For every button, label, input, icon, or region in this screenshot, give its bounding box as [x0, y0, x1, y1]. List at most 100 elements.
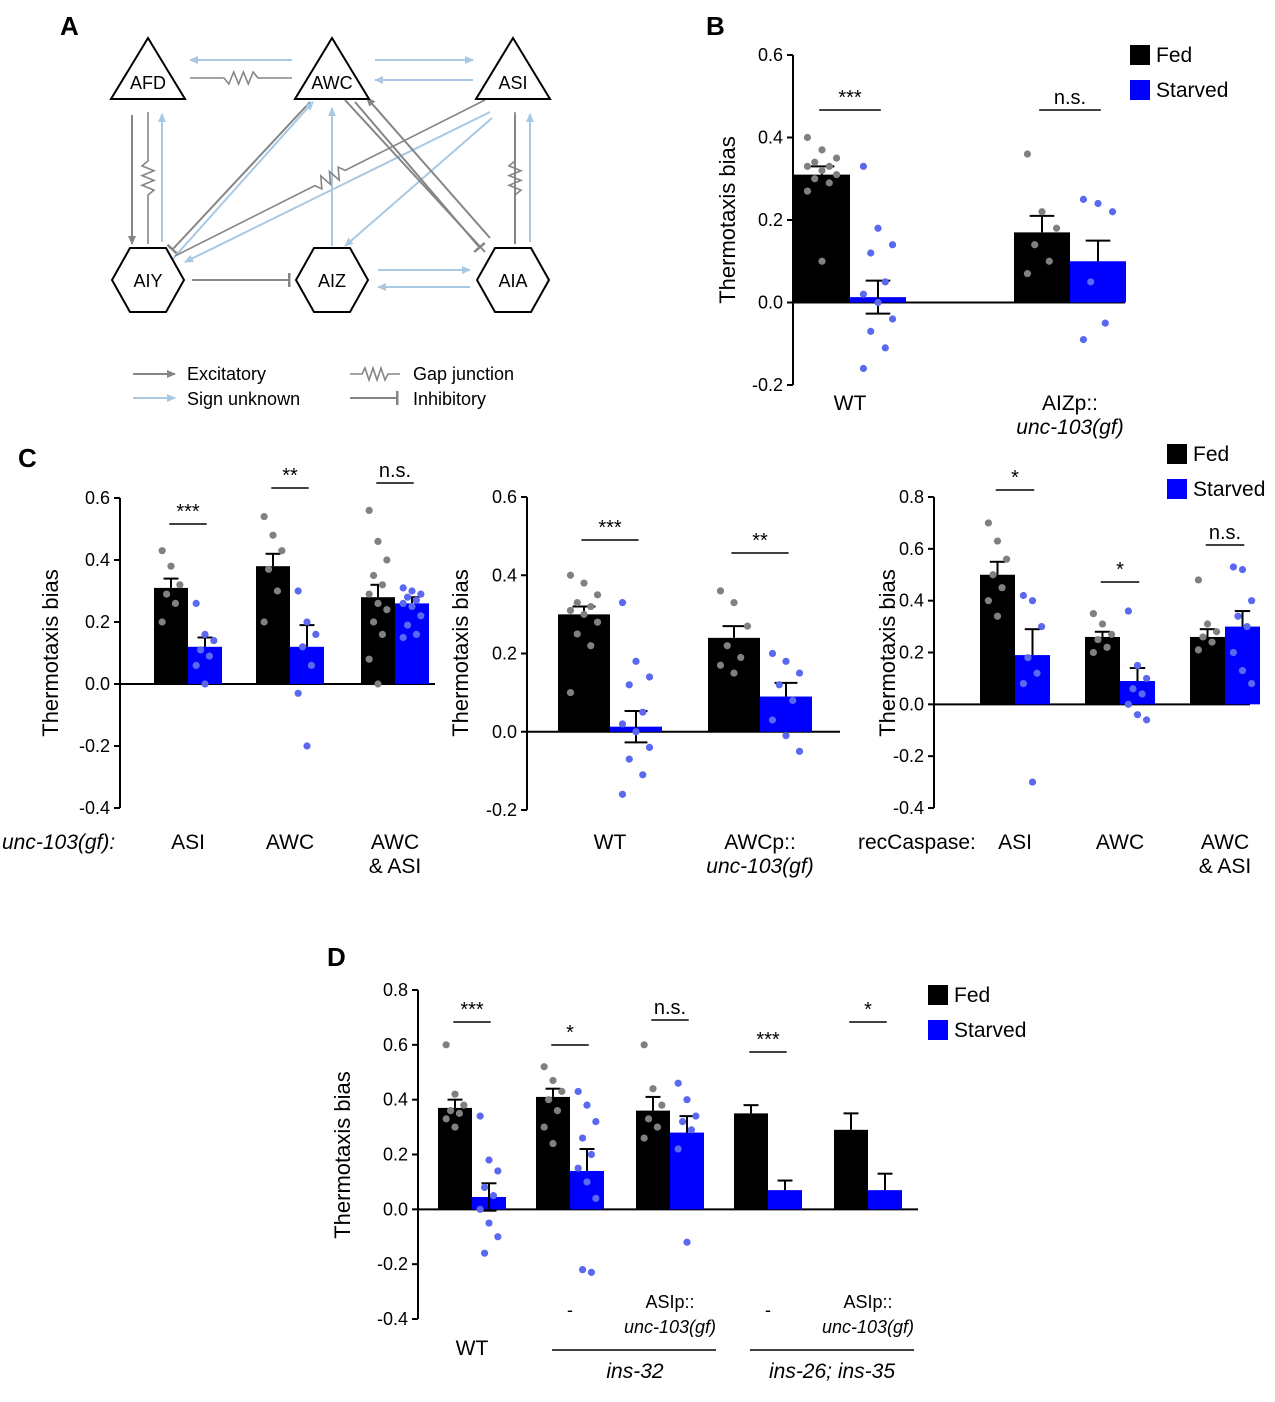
legend-b-fed-swatch — [1130, 45, 1150, 65]
data-point-fed — [832, 171, 841, 179]
legend-excitatory-label: Excitatory — [187, 364, 266, 384]
data-point-starved — [480, 1249, 489, 1257]
y-axis-label: Thermotaxis bias — [715, 136, 740, 304]
y-tick-label: 0.2 — [492, 644, 517, 664]
data-point-starved — [639, 771, 647, 779]
category-label-2: & ASI — [369, 855, 422, 878]
y-tick-label: 0.0 — [758, 293, 783, 313]
data-point-starved — [1229, 563, 1237, 571]
data-point-fed — [644, 1115, 653, 1123]
data-point-fed — [378, 581, 387, 589]
y-tick-label: -0.4 — [893, 798, 924, 818]
data-point-starved — [196, 646, 205, 654]
data-point-starved — [1101, 319, 1109, 327]
data-point-starved — [683, 1096, 691, 1104]
data-point-fed — [566, 689, 575, 697]
data-point-starved — [692, 1112, 700, 1120]
data-point-starved — [583, 1101, 591, 1109]
category-label: - — [765, 1300, 771, 1320]
y-tick-label: 0.2 — [758, 210, 783, 230]
data-point-starved — [618, 599, 627, 607]
data-point-starved — [888, 315, 897, 323]
legend-inhibitory-label: Inhibitory — [413, 389, 486, 409]
y-tick-label: 0.4 — [492, 565, 517, 585]
legend-d: Fed Starved — [928, 984, 1026, 1042]
data-point-starved — [1087, 278, 1095, 286]
network-diagram: A AFD AWC ASI AIY AIZ AIA — [60, 11, 552, 409]
bar-fed — [1190, 636, 1225, 705]
node-aia: AIA — [475, 247, 551, 313]
data-point-fed — [369, 618, 378, 626]
data-point-starved — [768, 649, 777, 658]
data-point-fed — [374, 599, 382, 608]
data-point-starved — [408, 602, 416, 611]
y-tick-label: 0.2 — [85, 612, 110, 632]
chart-b: -0.2 0.0 0.2 0.4 0.6 Thermotaxis bias *** WT n.s… — [715, 45, 1126, 439]
bar-starved — [570, 1170, 604, 1210]
data-point-fed — [269, 531, 277, 539]
data-point-starved — [205, 652, 214, 660]
data-point-fed — [1038, 208, 1046, 216]
y-tick-label: 0.4 — [899, 591, 924, 611]
data-point-fed — [260, 513, 268, 521]
data-point-fed — [1213, 628, 1221, 636]
y-tick-label: 0.2 — [899, 643, 924, 663]
bar-fed — [980, 574, 1015, 705]
significance-label: n.s. — [1054, 87, 1086, 109]
data-point-fed — [658, 1101, 666, 1109]
significance-label: * — [566, 1022, 574, 1044]
data-point-starved — [789, 696, 797, 705]
data-point-fed — [553, 1107, 562, 1115]
node-aiy-label: AIY — [133, 271, 162, 291]
edge-aiy-awc — [169, 101, 314, 263]
data-point-starved — [768, 716, 777, 724]
gap-afd-aiy — [139, 112, 157, 244]
data-point-starved — [1238, 667, 1247, 675]
data-point-starved — [489, 1192, 498, 1200]
y-tick-label: 0.4 — [758, 128, 783, 148]
data-point-starved — [775, 681, 783, 689]
data-point-fed — [587, 642, 595, 650]
data-point-fed — [737, 653, 745, 662]
legend-d-starved-label: Starved — [954, 1019, 1026, 1042]
y-tick-label: -0.2 — [752, 375, 783, 395]
data-point-fed — [716, 661, 725, 669]
bar-starved — [1015, 655, 1050, 705]
data-point-starved — [494, 1233, 502, 1241]
category-label-2: unc-103(gf) — [706, 855, 813, 878]
data-point-fed — [540, 1123, 548, 1131]
data-point-fed — [811, 158, 819, 166]
data-point-starved — [1143, 674, 1151, 683]
data-point-fed — [451, 1090, 459, 1098]
data-point-fed — [374, 680, 382, 688]
chart-c1: -0.4 -0.2 0.0 0.2 0.4 0.6 Thermotaxis bias *** A… — [38, 460, 435, 878]
data-point-starved — [476, 1112, 484, 1120]
data-point-starved — [888, 241, 897, 249]
data-point-fed — [460, 1101, 468, 1109]
data-point-starved — [399, 584, 407, 592]
category-label: WT — [834, 392, 867, 415]
panel-label-d: D — [327, 942, 346, 972]
data-point-fed — [1052, 224, 1061, 232]
data-point-starved — [782, 732, 790, 740]
data-point-starved — [312, 630, 320, 639]
panel-label-c: C — [18, 443, 37, 473]
data-point-fed — [818, 257, 826, 265]
data-point-fed — [653, 1123, 662, 1131]
data-point-fed — [811, 175, 819, 183]
legend-c-starved-swatch — [1167, 479, 1187, 499]
data-point-fed — [158, 618, 166, 626]
panel-label-a: A — [60, 11, 79, 41]
legend-d-starved-swatch — [928, 1020, 948, 1040]
data-point-starved — [1243, 622, 1251, 631]
data-point-starved — [639, 708, 647, 716]
data-point-starved — [1028, 597, 1037, 605]
significance-label: * — [1116, 559, 1124, 581]
data-point-starved — [1108, 208, 1117, 216]
category-label: ASI — [998, 831, 1032, 854]
legend-d-fed-label: Fed — [954, 984, 990, 1007]
data-point-fed — [998, 584, 1006, 592]
legend-b-starved-label: Starved — [1156, 79, 1228, 102]
category-label-2: unc-103(gf) — [624, 1317, 716, 1337]
category-label: AWCp:: — [724, 831, 796, 854]
